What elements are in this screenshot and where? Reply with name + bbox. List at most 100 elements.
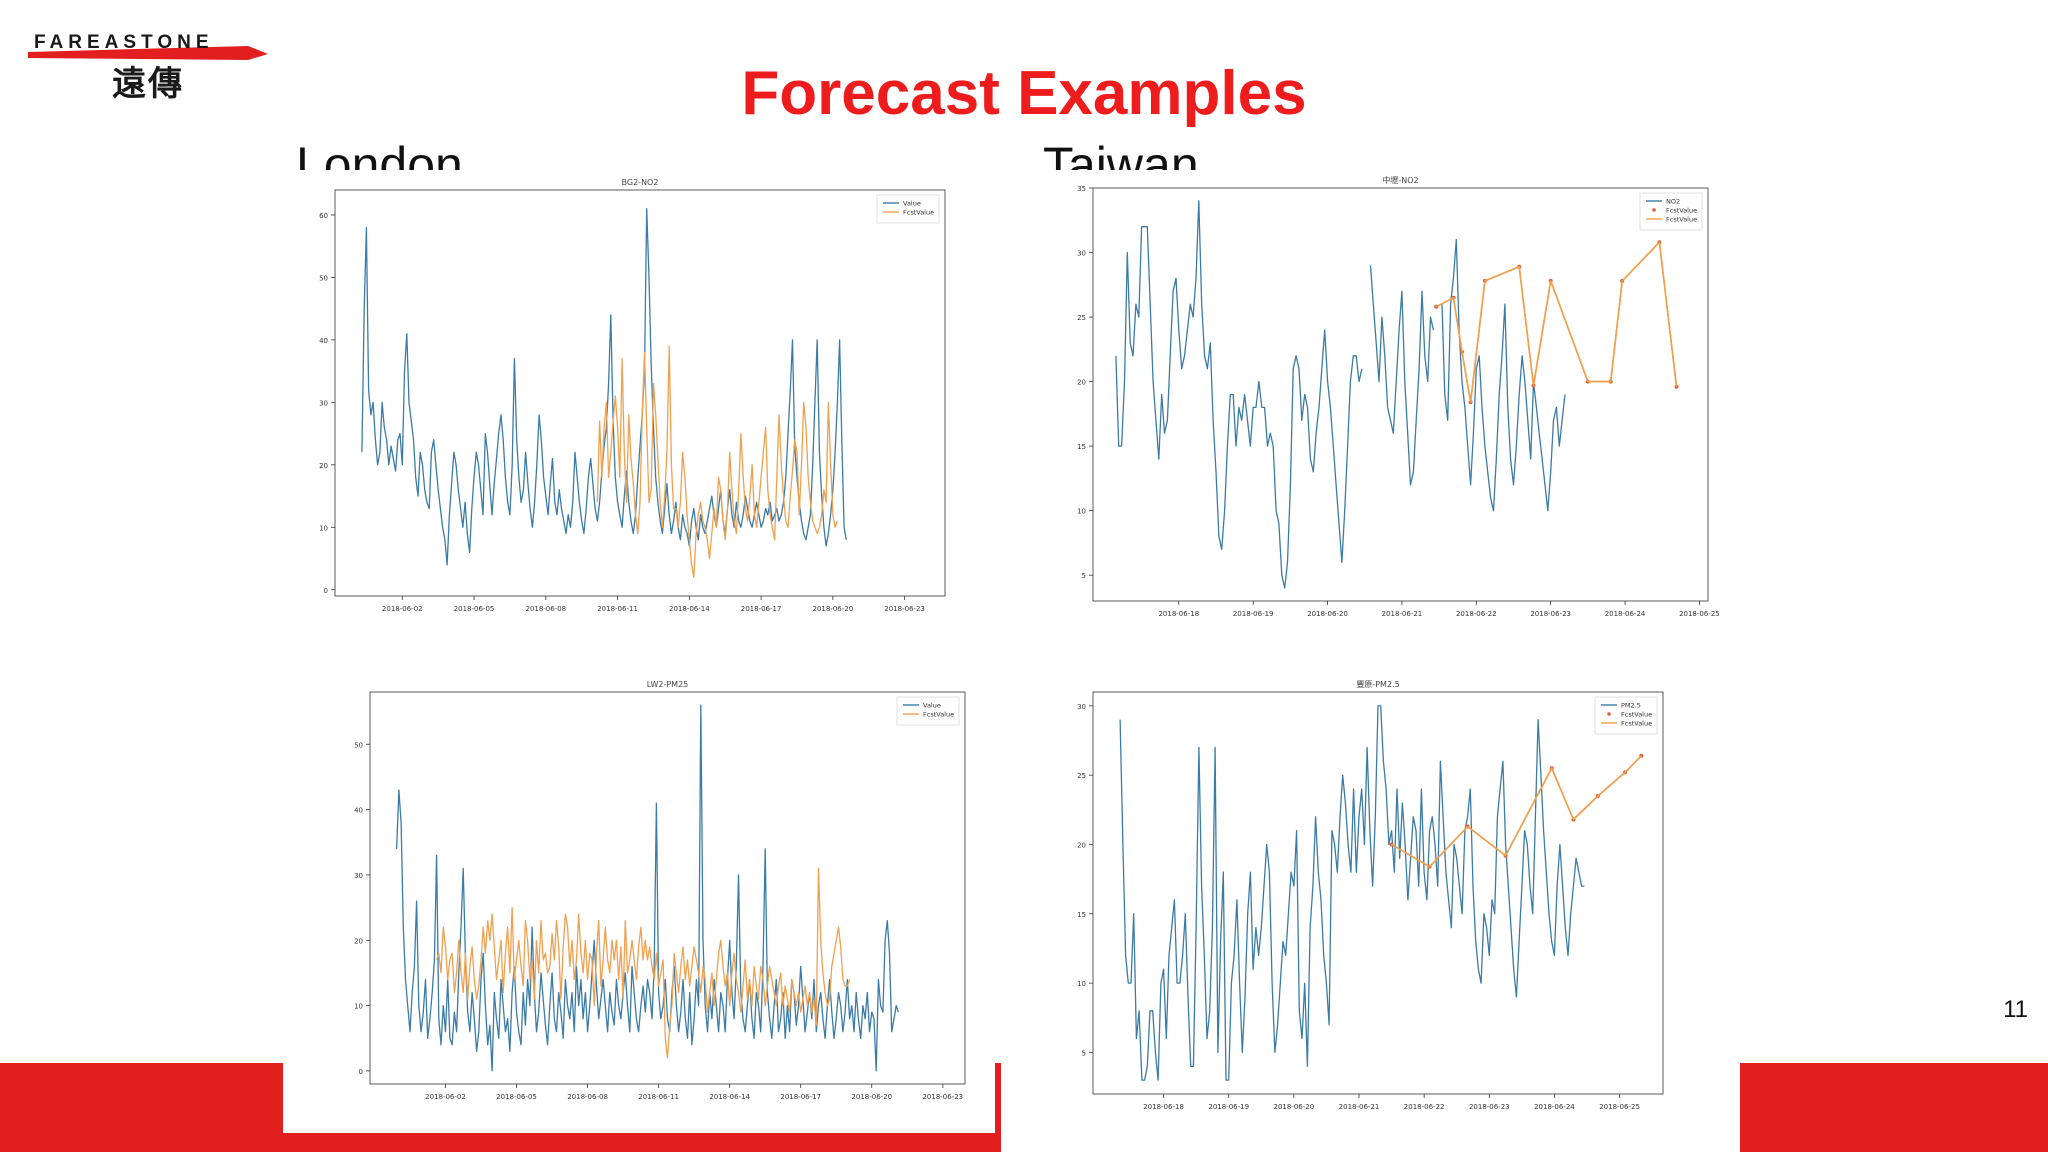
legend-label: FcstValue [1666, 207, 1697, 215]
legend-label: PM2.5 [1621, 702, 1641, 710]
y-tick-label: 20 [1077, 841, 1086, 849]
y-tick-label: 60 [319, 212, 328, 220]
x-tick-label: 2018-06-08 [567, 1093, 608, 1101]
footer-bar-right [1740, 1063, 2048, 1152]
legend-box [896, 696, 960, 726]
y-tick-label: 10 [1077, 508, 1086, 516]
plot-frame [1092, 187, 1709, 602]
logo-chinese-text: 遠傳 [112, 64, 184, 104]
x-tick-label: 2018-06-20 [813, 605, 854, 613]
y-tick-label: 20 [354, 937, 363, 945]
logo-text: FAREASTONE [34, 32, 214, 53]
page-number: 11 [2003, 996, 2028, 1023]
y-tick-label: 50 [319, 274, 328, 282]
y-tick-label: 30 [1077, 250, 1086, 258]
x-tick-label: 2018-06-23 [1469, 1103, 1510, 1111]
y-tick-label: 10 [354, 1003, 363, 1011]
x-tick-label: 2018-06-05 [496, 1093, 537, 1101]
footer-bar-stub [995, 1063, 1001, 1152]
y-tick-label: 5 [1082, 1049, 1086, 1057]
y-tick-label: 10 [1077, 980, 1086, 988]
y-tick-label: 30 [319, 399, 328, 407]
legend-label: Value [903, 200, 921, 208]
x-tick-label: 2018-06-02 [382, 605, 423, 613]
chart-bg2-no2: BG2-NO2 0 10 20 30 40 50 60 2018-06-02 2018-06-05… [293, 170, 953, 630]
chart-title: 豐原-PM2.5 [1356, 679, 1399, 689]
y-tick-label: 40 [354, 807, 363, 815]
y-tick-label: 0 [359, 1068, 363, 1076]
x-tick-label: 2018-06-24 [1605, 610, 1646, 618]
x-tick-label: 2018-06-20 [1307, 610, 1348, 618]
legend-label: FcstValue [1621, 720, 1652, 728]
y-tick-label: 25 [1077, 314, 1086, 322]
chart-title: 中壢-NO2 [1382, 175, 1418, 185]
legend-marker [1652, 208, 1656, 212]
slide-title: Forecast Examples [741, 59, 1307, 128]
x-tick-label: 2018-06-20 [1274, 1103, 1315, 1111]
x-tick-label: 2018-06-14 [709, 1093, 750, 1101]
plot-frame [369, 691, 966, 1085]
series-line-2 [1435, 241, 1678, 403]
x-tick-label: 2018-06-18 [1143, 1103, 1184, 1111]
chart-title: LW2-PM25 [647, 680, 689, 689]
x-tick-label: 2018-06-23 [884, 605, 925, 613]
y-tick-label: 15 [1077, 911, 1086, 919]
legend-box [1639, 192, 1703, 231]
series-line-0 [395, 704, 900, 1072]
legend-label: Value [923, 702, 941, 710]
x-tick-label: 2018-06-22 [1456, 610, 1497, 618]
chart-zhongli-no2: 中壢-NO2 5 10 15 20 25 30 35 2018-06-18 2018-06-19 2… [1048, 170, 1728, 635]
y-tick-label: 10 [319, 524, 328, 532]
x-tick-label: 2018-06-20 [851, 1093, 892, 1101]
series-line-2 [1391, 755, 1642, 868]
x-tick-label: 2018-06-17 [741, 605, 782, 613]
legend-marker [1607, 712, 1611, 716]
y-tick-label: 40 [319, 337, 328, 345]
y-tick-label: 5 [1082, 572, 1086, 580]
x-tick-label: 2018-06-21 [1339, 1103, 1380, 1111]
x-tick-label: 2018-06-11 [597, 605, 638, 613]
series-line-1 [596, 345, 839, 578]
plot-frame [334, 189, 946, 597]
x-tick-label: 2018-06-02 [425, 1093, 466, 1101]
y-tick-label: 30 [1077, 703, 1086, 711]
series-line-1 [435, 867, 851, 1059]
chart-title: BG2-NO2 [622, 178, 659, 187]
legend-label: FcstValue [923, 711, 954, 719]
y-tick-label: 0 [324, 587, 328, 595]
chart-lw2-pm25: LW2-PM25 0 10 20 30 40 50 2018-06-02 2018-06-05 2… [328, 678, 988, 1133]
y-tick-label: 35 [1077, 185, 1086, 193]
x-tick-label: 2018-06-11 [638, 1093, 679, 1101]
footer-bar-left [0, 1063, 283, 1152]
chart-fengyuan-pm25: 豐原-PM2.5 5 10 15 20 25 30 2018-06-18 2018-06-19 2… [1048, 678, 1688, 1118]
x-tick-label: 2018-06-23 [1530, 610, 1571, 618]
y-tick-label: 25 [1077, 772, 1086, 780]
legend-label: FcstValue [1621, 711, 1652, 719]
y-tick-label: 20 [1077, 379, 1086, 387]
x-tick-label: 2018-06-25 [1599, 1103, 1640, 1111]
x-tick-label: 2018-06-17 [780, 1093, 821, 1101]
y-tick-label: 15 [1077, 443, 1086, 451]
fareastone-logo: FAREASTONE 遠傳 [28, 28, 278, 104]
legend-label: FcstValue [903, 209, 934, 217]
legend-box [1594, 696, 1658, 735]
series-line-1 [1435, 241, 1678, 403]
footer-bar-mid [283, 1133, 1001, 1152]
x-tick-label: 2018-06-23 [922, 1093, 963, 1101]
series-line-0 [361, 208, 847, 566]
y-tick-label: 20 [319, 462, 328, 470]
x-tick-label: 2018-06-18 [1158, 610, 1199, 618]
y-tick-label: 30 [354, 872, 363, 880]
legend-label: NO2 [1666, 198, 1680, 206]
series-line-0 [1115, 200, 1566, 589]
x-tick-label: 2018-06-19 [1208, 1103, 1249, 1111]
y-tick-label: 50 [354, 741, 363, 749]
x-tick-label: 2018-06-05 [454, 605, 495, 613]
legend-label: FcstValue [1666, 216, 1697, 224]
x-tick-label: 2018-06-08 [525, 605, 566, 613]
x-tick-label: 2018-06-19 [1233, 610, 1274, 618]
x-tick-label: 2018-06-24 [1534, 1103, 1575, 1111]
legend-box [876, 194, 940, 224]
x-tick-label: 2018-06-14 [669, 605, 710, 613]
x-tick-label: 2018-06-21 [1382, 610, 1423, 618]
